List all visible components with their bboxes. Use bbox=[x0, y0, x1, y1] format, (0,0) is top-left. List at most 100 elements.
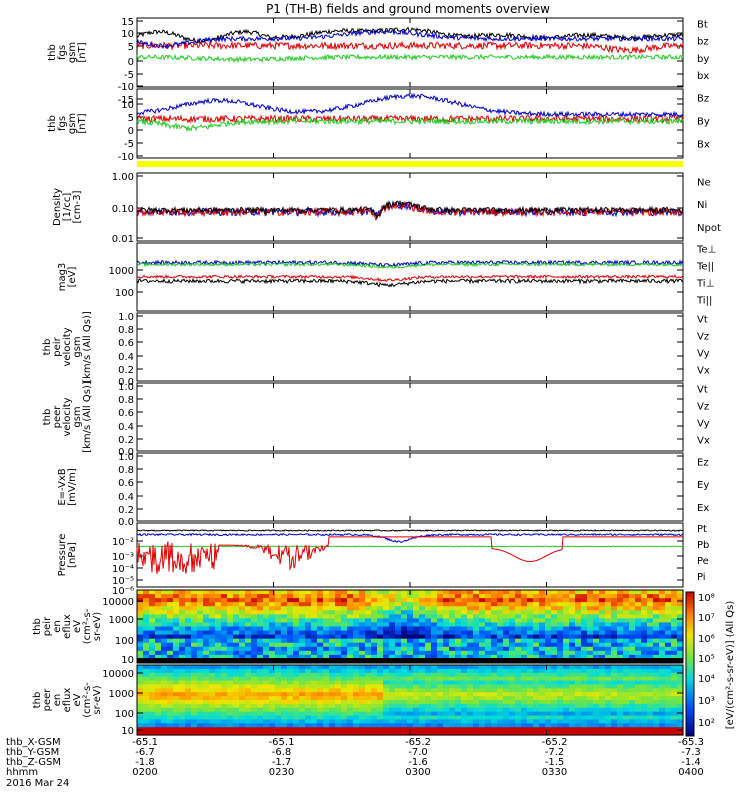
heat-cell bbox=[161, 672, 168, 678]
heat-cell bbox=[485, 684, 492, 689]
heat-cell bbox=[611, 684, 618, 689]
heat-cell bbox=[137, 703, 144, 709]
heat-cell bbox=[407, 696, 414, 701]
heat-cell bbox=[551, 707, 558, 713]
heat-cell bbox=[407, 638, 414, 644]
heat-cell bbox=[287, 711, 294, 717]
heat-cell bbox=[335, 598, 342, 603]
ephemeris-value: -7.2 bbox=[545, 747, 565, 758]
heat-cell bbox=[533, 727, 540, 732]
heat-cell bbox=[557, 602, 564, 607]
y-axis-label: gsm bbox=[72, 336, 83, 357]
heat-cell bbox=[245, 626, 252, 632]
heat-cell bbox=[527, 630, 534, 636]
heat-cell bbox=[233, 711, 240, 717]
heat-cell bbox=[239, 715, 246, 721]
heat-cell bbox=[551, 715, 558, 721]
heat-cell bbox=[323, 711, 330, 717]
heat-cell bbox=[431, 711, 438, 717]
y-axis-label: thb bbox=[42, 339, 53, 356]
heat-cell bbox=[491, 618, 498, 624]
heat-cell bbox=[293, 646, 300, 652]
heat-cell bbox=[521, 680, 528, 686]
heat-cell bbox=[263, 707, 270, 713]
heat-cell bbox=[611, 646, 618, 652]
heat-cell bbox=[239, 594, 246, 599]
heat-cell bbox=[491, 700, 498, 705]
heat-cell bbox=[527, 676, 534, 682]
heat-cell bbox=[281, 626, 288, 632]
heat-cell bbox=[539, 692, 546, 697]
heat-cell bbox=[371, 668, 378, 674]
legend-entry: Vy bbox=[697, 348, 710, 359]
heat-cell bbox=[329, 692, 336, 697]
heat-cell bbox=[497, 602, 504, 607]
heat-cell bbox=[323, 606, 330, 611]
heat-cell bbox=[251, 626, 258, 632]
heat-cell bbox=[395, 711, 402, 717]
heat-cell bbox=[587, 715, 594, 721]
heat-cell bbox=[335, 622, 342, 628]
heat-cell bbox=[497, 692, 504, 697]
heat-cell bbox=[629, 668, 636, 674]
heat-cell bbox=[311, 598, 318, 603]
heat-cell bbox=[437, 638, 444, 644]
heat-cell bbox=[605, 590, 612, 595]
heat-cell bbox=[521, 646, 528, 652]
heat-cell bbox=[431, 598, 438, 603]
heat-cell bbox=[569, 672, 576, 678]
heat-cell bbox=[413, 598, 420, 603]
heat-cell bbox=[251, 715, 258, 721]
heat-cell bbox=[323, 594, 330, 599]
heat-cell bbox=[623, 688, 630, 693]
heat-cell bbox=[347, 650, 354, 656]
heat-cell bbox=[437, 668, 444, 674]
heat-cell bbox=[623, 654, 630, 660]
heat-cell bbox=[599, 646, 606, 652]
heat-cell bbox=[515, 654, 522, 660]
ephemeris-value: -1.4 bbox=[681, 757, 701, 768]
heat-cell bbox=[203, 646, 210, 652]
heat-cell bbox=[479, 638, 486, 644]
heat-cell bbox=[455, 618, 462, 624]
heat-cell bbox=[413, 731, 420, 736]
heat-cell bbox=[641, 622, 648, 628]
heat-cell bbox=[185, 634, 192, 640]
heat-cell bbox=[263, 650, 270, 656]
heat-cell bbox=[611, 622, 618, 628]
heat-cell bbox=[287, 654, 294, 660]
heat-cell bbox=[389, 630, 396, 636]
heat-cell bbox=[575, 719, 582, 724]
heat-cell bbox=[137, 602, 144, 607]
heat-cell bbox=[221, 696, 228, 701]
heat-cell bbox=[665, 654, 672, 660]
heat-cell bbox=[491, 711, 498, 717]
heat-cell bbox=[599, 680, 606, 686]
heat-cell bbox=[263, 715, 270, 721]
heat-cell bbox=[653, 634, 660, 640]
heat-cell bbox=[233, 731, 240, 736]
heat-cell bbox=[677, 703, 684, 709]
heat-cell bbox=[527, 622, 534, 628]
heat-cell bbox=[221, 598, 228, 603]
heat-cell bbox=[677, 688, 684, 693]
heat-cell bbox=[641, 630, 648, 636]
heat-cell bbox=[485, 665, 492, 670]
heat-cell bbox=[443, 665, 450, 670]
heat-cell bbox=[647, 638, 654, 644]
heat-cell bbox=[425, 684, 432, 689]
heat-cell bbox=[161, 638, 168, 644]
heat-cell bbox=[473, 715, 480, 721]
heat-cell bbox=[491, 668, 498, 674]
heat-cell bbox=[449, 610, 456, 615]
heat-cell bbox=[359, 688, 366, 693]
heat-cell bbox=[347, 626, 354, 632]
heat-cell bbox=[539, 614, 546, 619]
heat-cell bbox=[533, 638, 540, 644]
heat-cell bbox=[497, 684, 504, 689]
heat-cell bbox=[491, 692, 498, 697]
heat-cell bbox=[521, 594, 528, 599]
heat-cell bbox=[521, 610, 528, 615]
heat-cell bbox=[557, 634, 564, 640]
y-axis-label: (cm²-s- bbox=[82, 682, 93, 718]
